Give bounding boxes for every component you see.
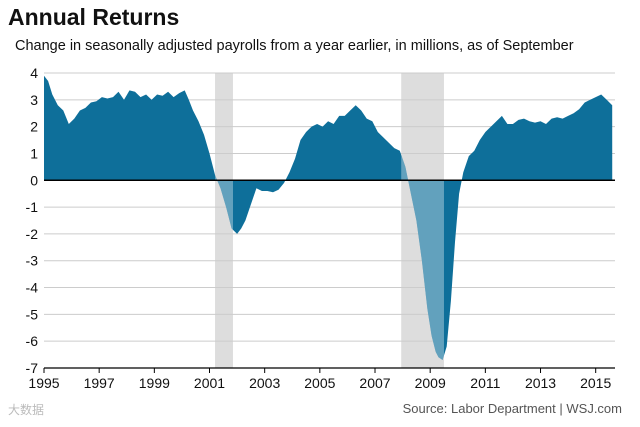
y-tick-label: 4	[30, 65, 38, 81]
y-tick-label: 3	[30, 92, 38, 108]
x-tick-label: 2011	[470, 375, 500, 391]
chart-title: Annual Returns	[8, 4, 180, 30]
area-payroll-change	[44, 75, 613, 360]
recession-bands	[215, 73, 444, 368]
source-note: Source: Labor Department | WSJ.com	[402, 401, 622, 416]
x-tick-label: 1997	[84, 375, 115, 391]
x-tick-label: 2015	[580, 375, 611, 391]
y-tick-label: -4	[26, 280, 39, 296]
area-series	[44, 75, 613, 360]
x-tick-label: 2013	[525, 375, 556, 391]
x-tick-label: 1999	[139, 375, 170, 391]
area-recession-tint-0	[215, 174, 233, 230]
x-tick-label: 2001	[194, 375, 225, 391]
watermark-text: 大数据	[8, 403, 45, 417]
y-tick-label: -2	[26, 226, 39, 242]
x-tick-label: 2005	[304, 375, 335, 391]
y-tick-label: -7	[26, 360, 39, 376]
y-tick-label: -5	[26, 306, 39, 322]
x-tick-label: 2009	[415, 375, 446, 391]
y-tick-label: -1	[26, 199, 39, 215]
y-tick-label: -6	[26, 333, 39, 349]
y-tick-label: 1	[30, 145, 38, 161]
chart-subtitle: Change in seasonally adjusted payrolls f…	[15, 38, 574, 54]
y-tick-label: 0	[30, 172, 38, 188]
x-tick-label: 1995	[28, 375, 59, 391]
y-tick-label: -3	[26, 253, 39, 269]
area-recession-tint-1	[401, 154, 444, 360]
axes	[43, 179, 615, 373]
y-tick-label: 2	[30, 119, 38, 135]
x-tick-label: 2003	[249, 375, 280, 391]
recession-band-0	[215, 73, 233, 368]
x-tick-label: 2007	[359, 375, 390, 391]
